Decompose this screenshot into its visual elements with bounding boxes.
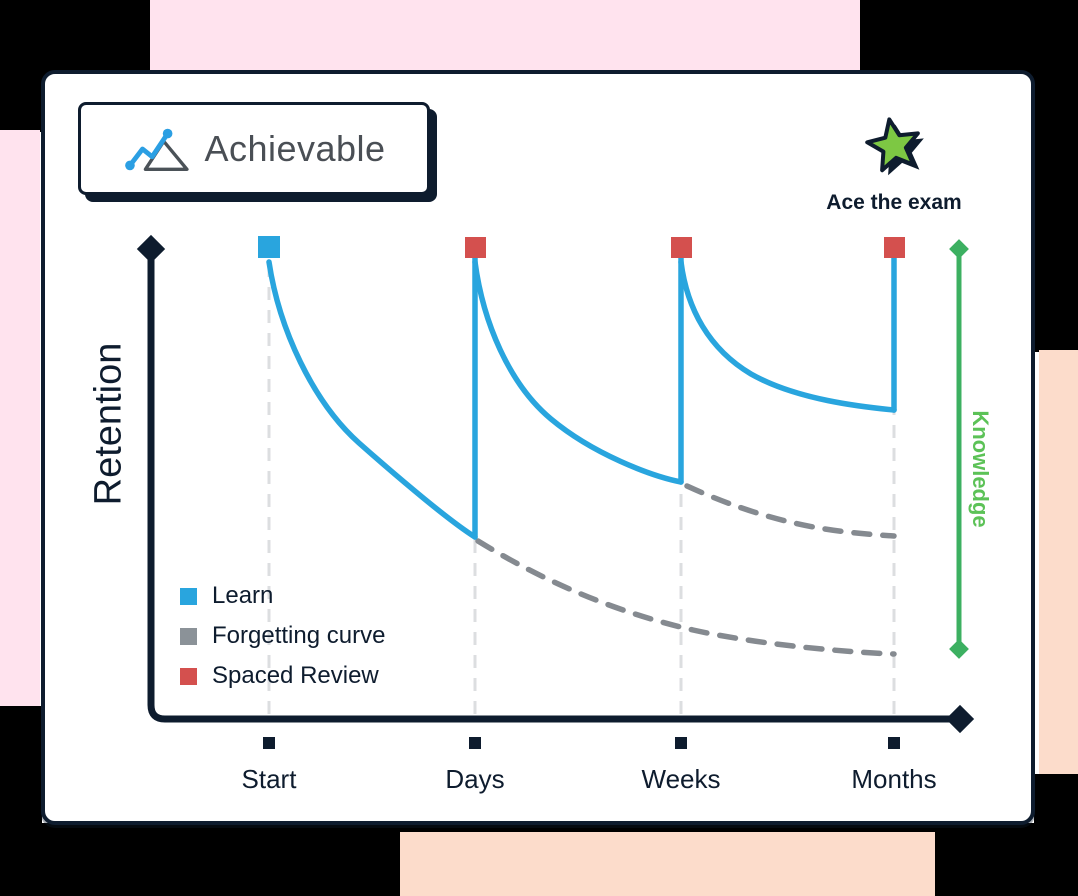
learn-marker	[258, 236, 280, 258]
retention-plot: Start Days Weeks Months	[136, 234, 975, 794]
knowledge-label: Knowledge	[968, 410, 993, 528]
x-tick-labels: Start Days Weeks Months	[242, 764, 937, 794]
forgetting-curves	[475, 483, 897, 657]
deco-black-bottom-right	[1034, 774, 1078, 896]
legend-label: Spaced Review	[212, 662, 379, 689]
tick-start: Start	[242, 764, 298, 794]
legend: Learn Forgetting curve Spaced Review	[180, 576, 385, 696]
x-axis-arrow	[945, 704, 975, 734]
spaced-review-swatch	[180, 667, 197, 685]
x-ticks	[263, 737, 900, 749]
knowledge-bar	[949, 239, 969, 659]
star-icon	[865, 117, 924, 176]
spaced-review-markers	[465, 237, 905, 258]
forgetting-swatch	[180, 627, 197, 645]
legend-label: Learn	[212, 582, 274, 609]
legend-label: Forgetting curve	[212, 622, 386, 649]
deco-peach-right	[1039, 350, 1078, 776]
chart-card: Start Days Weeks Months Achievable	[41, 70, 1035, 825]
deco-pink-top	[150, 0, 862, 70]
learn-swatch	[180, 587, 197, 605]
tick-weeks: Weeks	[642, 764, 721, 794]
line-chart-icon	[125, 128, 190, 171]
legend-item-forgetting-curve: Forgetting curve	[180, 616, 385, 656]
legend-item-spaced-review: Spaced Review	[180, 656, 385, 696]
ace-badge: Ace the exam	[824, 108, 964, 215]
tick-days: Days	[445, 764, 504, 794]
legend-item-learn: Learn	[180, 576, 385, 616]
deco-peach-bottom	[400, 832, 935, 896]
brand-name: Achievable	[204, 127, 386, 169]
axes	[147, 254, 951, 723]
brand-logo: Achievable	[78, 102, 430, 195]
tick-months: Months	[851, 764, 936, 794]
y-axis-label: Retention	[87, 342, 130, 506]
y-axis-arrow	[136, 234, 166, 264]
tagline: Ace the exam	[826, 191, 962, 214]
learn-curve	[266, 255, 897, 540]
deco-pink-left	[0, 130, 40, 708]
